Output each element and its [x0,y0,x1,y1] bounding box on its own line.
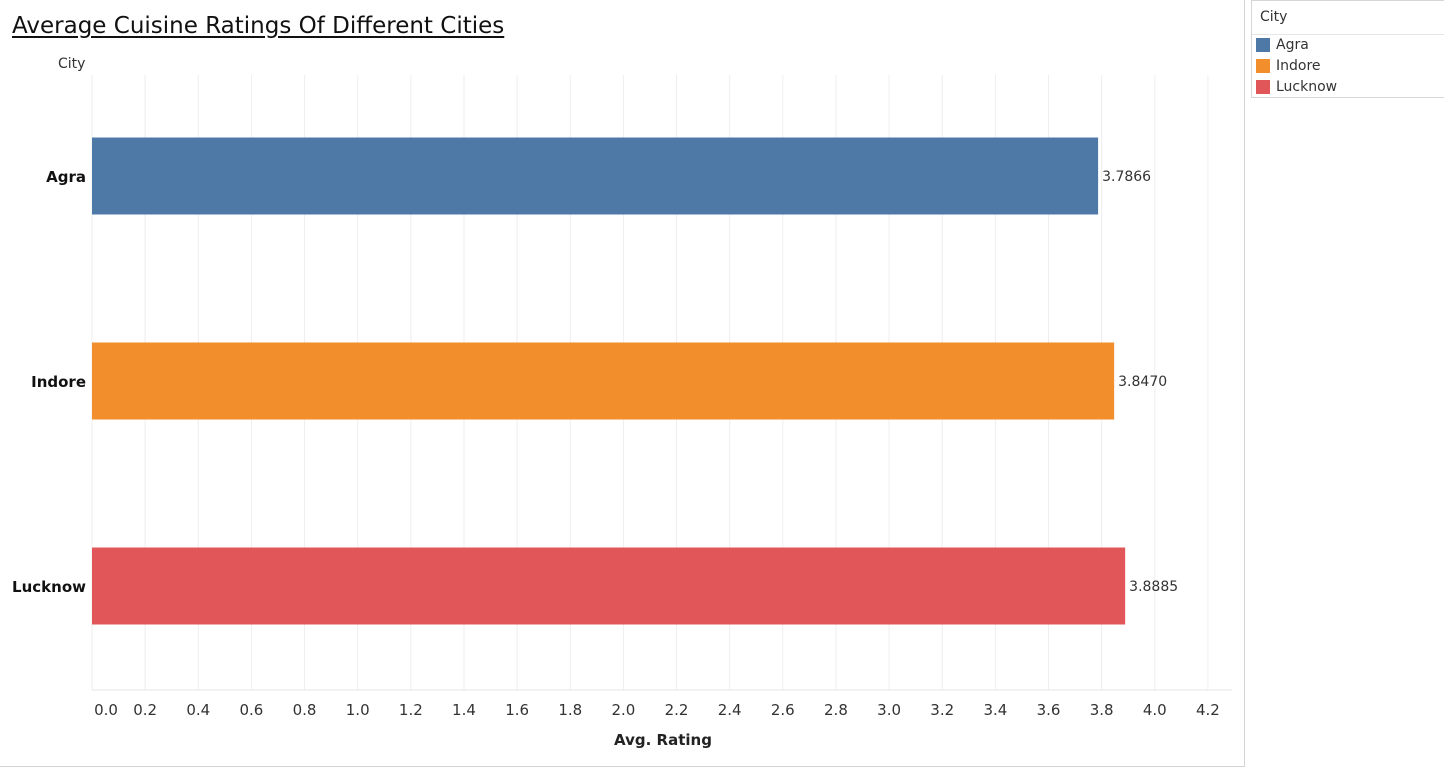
value-label: 3.8885 [1129,579,1178,595]
x-tick-label: 1.6 [505,701,529,719]
category-label: Lucknow [12,578,86,596]
legend-item-indore[interactable]: Indore [1256,56,1321,76]
x-tick-label: 3.2 [930,701,954,719]
bar-agra[interactable] [92,137,1099,215]
x-tick-label: 3.8 [1090,701,1114,719]
x-tick-label: 2.0 [611,701,635,719]
bar-chart: Agra 3.7866 Indore 3.8470 Lucknow 3.8885 0.0 0… [12,75,1232,749]
x-tick-label: 3.0 [877,701,901,719]
x-tick-label: 1.4 [452,701,476,719]
legend-swatch-indore [1256,59,1270,73]
x-tick-label: 3.6 [1037,701,1061,719]
x-tick-label: 0.8 [293,701,317,719]
x-tick-label: 2.4 [718,701,742,719]
x-axis-title: Avg. Rating [614,731,712,749]
legend: City Agra Indore Lucknow [1251,0,1444,98]
x-tick-label: 1.0 [346,701,370,719]
value-label: 3.8470 [1118,374,1167,390]
x-tick-label: 0.4 [186,701,210,719]
x-tick-label: 0.6 [239,701,263,719]
x-tick-label: 2.8 [824,701,848,719]
legend-swatch-agra [1256,38,1270,52]
legend-swatch-lucknow [1256,80,1270,94]
category-label: Indore [31,373,86,391]
legend-label: Agra [1276,37,1309,53]
x-tick-label: 2.6 [771,701,795,719]
legend-divider [1252,34,1444,35]
x-tick-label: 4.0 [1143,701,1167,719]
x-tick-label: 0.2 [133,701,157,719]
category-label: Agra [46,168,86,186]
legend-label: Indore [1276,58,1321,74]
x-tick-label: 4.2 [1196,701,1220,719]
bar-indore[interactable] [92,342,1115,420]
legend-item-lucknow[interactable]: Lucknow [1256,77,1337,97]
x-tick-label: 1.2 [399,701,423,719]
value-label: 3.7866 [1102,169,1151,185]
row-header: City [58,56,86,72]
x-tick-label: 2.2 [665,701,689,719]
legend-item-agra[interactable]: Agra [1256,35,1309,55]
chart-pane: Average Cuisine Ratings Of Different Cit… [0,0,1245,767]
legend-label: Lucknow [1276,79,1338,95]
bar-lucknow[interactable] [92,547,1126,625]
x-tick-label: 0.0 [94,701,118,719]
x-tick-label: 1.8 [558,701,582,719]
x-tick-label: 3.4 [983,701,1007,719]
legend-title: City [1260,9,1288,25]
chart-title: Average Cuisine Ratings Of Different Cit… [12,13,505,39]
